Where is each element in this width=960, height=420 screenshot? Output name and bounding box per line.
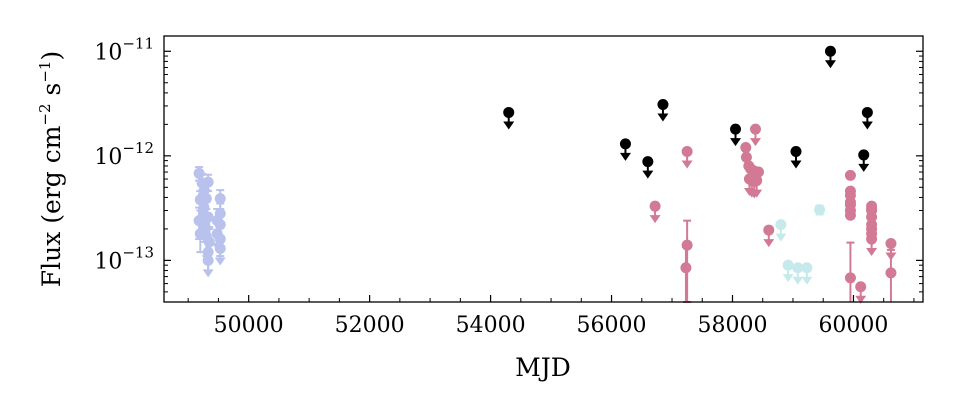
data-point [740, 151, 752, 163]
upper-limit-arrow [792, 276, 804, 285]
upper-limit-arrow [866, 248, 878, 257]
data-point [861, 106, 873, 118]
data-point [866, 233, 878, 245]
x-tick-label: 58000 [697, 313, 767, 338]
data-point [858, 149, 870, 161]
data-point [844, 169, 856, 181]
upper-limit-arrow [681, 160, 693, 169]
data-point [681, 239, 693, 251]
plot-frame [163, 35, 924, 303]
data-point [211, 215, 223, 227]
upper-limit-arrow [649, 215, 661, 224]
data-point [763, 224, 775, 236]
data-point [730, 123, 742, 135]
data-point [855, 281, 867, 293]
data-point [202, 254, 214, 266]
upper-limit-arrow [202, 269, 214, 278]
upper-limit-arrow [730, 138, 742, 147]
upper-limit-arrow [503, 121, 515, 130]
y-tick-label: 10−11 [94, 34, 154, 65]
data-point [885, 267, 897, 279]
data-point [680, 262, 692, 274]
x-tick-label: 50000 [214, 313, 284, 338]
data-point [200, 193, 212, 205]
upper-limit-arrow [801, 276, 813, 285]
data-point [503, 106, 515, 118]
data-point [642, 156, 654, 168]
data-point [649, 200, 661, 212]
data-point [866, 203, 878, 215]
y-tick-label: 10−12 [94, 139, 154, 170]
data-point [214, 193, 226, 205]
upper-limit-arrow [844, 211, 856, 220]
data-point [844, 185, 856, 197]
upper-limit-arrow [619, 152, 631, 161]
upper-limit-arrow [657, 113, 669, 122]
upper-limit-arrow [782, 274, 794, 283]
data-point [885, 238, 897, 250]
data-point [657, 98, 669, 110]
data-point [198, 202, 210, 214]
upper-limit-arrow [751, 189, 763, 198]
upper-limit-arrow [861, 121, 873, 130]
upper-limit-arrow [858, 163, 870, 172]
upper-limit-arrow [866, 218, 878, 227]
data-point [202, 176, 214, 188]
data-point [211, 228, 223, 240]
data-point [790, 146, 802, 158]
data-point [801, 262, 813, 274]
upper-limit-arrow [202, 226, 214, 235]
x-axis-title: MJD [515, 353, 571, 382]
upper-limit-arrow [763, 239, 775, 248]
data-point [844, 196, 856, 208]
data-point [752, 166, 764, 178]
upper-limit-arrow [211, 242, 223, 251]
data-point [814, 204, 826, 216]
y-tick-label: 10−13 [94, 243, 154, 274]
upper-limit-arrow [749, 138, 761, 147]
data-point [866, 223, 878, 235]
x-tick-label: 54000 [456, 313, 526, 338]
upper-limit-arrow [214, 257, 226, 266]
data-point [202, 246, 214, 258]
data-point [202, 211, 214, 223]
upper-limit-arrow [790, 160, 802, 169]
x-tick-label: 56000 [577, 313, 647, 338]
upper-limit-arrow [775, 233, 787, 242]
y-axis-title: Flux (erg cm−2 s−1) [36, 51, 66, 287]
data-point [775, 219, 787, 231]
data-point [792, 262, 804, 274]
data-marks [193, 45, 897, 304]
data-point [751, 175, 763, 187]
data-point [749, 123, 761, 135]
upper-limit-arrow [855, 295, 867, 304]
x-tick-label: 52000 [335, 313, 405, 338]
data-point [844, 272, 856, 284]
x-tick-label: 60000 [818, 313, 888, 338]
axes: 50000 52000 54000 56000 58000 60000 10−13 10−12… [94, 34, 923, 338]
data-point [740, 142, 752, 154]
data-point [782, 259, 794, 271]
data-point [619, 138, 631, 150]
upper-limit-arrow [824, 60, 836, 69]
data-point [681, 146, 693, 158]
data-point [824, 45, 836, 57]
upper-limit-arrow [642, 170, 654, 179]
